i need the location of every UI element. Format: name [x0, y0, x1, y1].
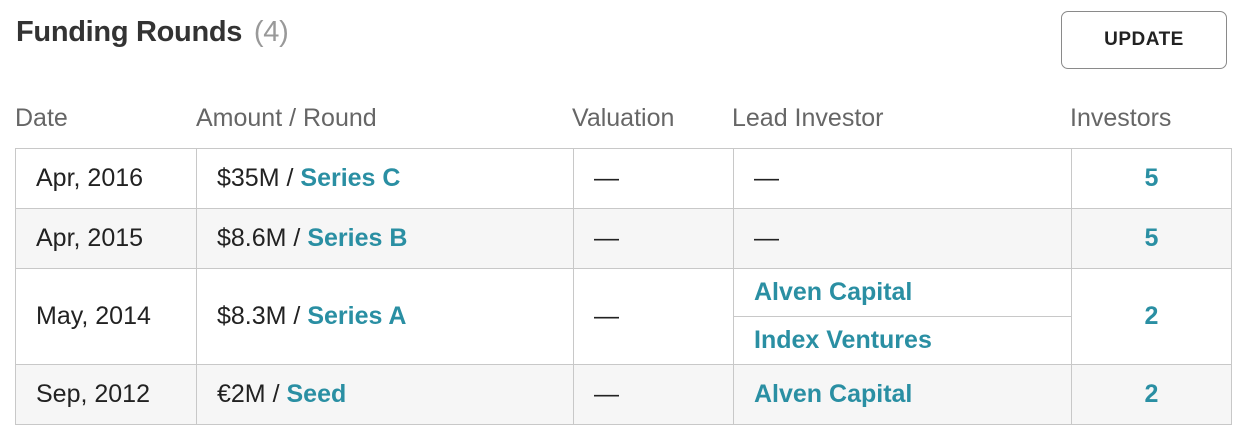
round-type-link[interactable]: Seed — [286, 380, 347, 408]
amount-round-cell: $8.6M / Series B — [196, 208, 574, 269]
date-cell: May, 2014 — [15, 268, 197, 365]
table-header: Date Amount / Round Valuation Lead Inves… — [0, 104, 1250, 138]
round-date: Apr, 2016 — [36, 164, 144, 192]
amount-round-cell: $8.3M / Series A — [196, 268, 574, 365]
round-date: May, 2014 — [36, 302, 151, 330]
table-row: May, 2014 $8.3M / Series A — Alven Capital I… — [15, 268, 1232, 365]
investors-count-link[interactable]: 2 — [1144, 380, 1159, 408]
table-row: Apr, 2016 $35M / Series C — — 5 — [15, 148, 1232, 209]
valuation-cell: — — [573, 268, 734, 365]
column-header-valuation: Valuation — [572, 104, 675, 132]
amount-round-cell: $35M / Series C — [196, 148, 574, 209]
lead-investor-link[interactable]: Alven Capital — [754, 380, 913, 408]
round-amount: $8.3M — [217, 302, 287, 330]
update-button[interactable]: UPDATE — [1061, 11, 1227, 69]
amount-round-separator: / — [279, 164, 301, 192]
date-cell: Apr, 2015 — [15, 208, 197, 269]
lead-investor-cell: — — [733, 208, 1072, 269]
investors-cell: 2 — [1071, 364, 1232, 425]
date-cell: Apr, 2016 — [15, 148, 197, 209]
valuation-cell: — — [573, 208, 734, 269]
investors-cell: 5 — [1071, 148, 1232, 209]
amount-round-separator: / — [265, 380, 287, 408]
lead-investor-link[interactable]: Alven Capital — [754, 278, 913, 306]
lead-investor-cell: Alven Capital — [733, 364, 1072, 425]
round-amount: $8.6M — [217, 224, 287, 252]
round-date: Sep, 2012 — [36, 380, 150, 408]
amount-round-separator: / — [286, 224, 308, 252]
column-header-investors: Investors — [1070, 104, 1172, 132]
round-type-link[interactable]: Series B — [307, 224, 408, 252]
round-valuation: — — [594, 224, 619, 252]
round-amount: $35M — [217, 164, 280, 192]
round-amount: €2M — [217, 380, 266, 408]
column-header-lead-investor: Lead Investor — [732, 104, 884, 132]
investors-count-link[interactable]: 5 — [1144, 224, 1159, 252]
round-valuation: — — [594, 164, 619, 192]
amount-round-separator: / — [286, 302, 308, 330]
lead-investor-link[interactable]: Index Ventures — [734, 316, 1071, 364]
round-valuation: — — [594, 302, 619, 330]
round-valuation: — — [594, 380, 619, 408]
round-type-link[interactable]: Series A — [307, 302, 407, 330]
round-type-link[interactable]: Series C — [300, 164, 401, 192]
round-date: Apr, 2015 — [36, 224, 144, 252]
lead-investor-empty: — — [754, 224, 779, 252]
valuation-cell: — — [573, 148, 734, 209]
lead-investor-empty: — — [754, 164, 779, 192]
lead-investor-cell: Alven Capital Index Ventures — [733, 268, 1072, 365]
table-row: Apr, 2015 $8.6M / Series B — — 5 — [15, 208, 1232, 269]
table-row: Sep, 2012 €2M / Seed — Alven Capital 2 — [15, 364, 1232, 425]
investors-cell: 5 — [1071, 208, 1232, 269]
investors-cell: 2 — [1071, 268, 1232, 365]
investors-count-link[interactable]: 5 — [1144, 164, 1159, 192]
section-title-text: Funding Rounds — [16, 16, 243, 48]
section-title: Funding Rounds (4) — [16, 16, 289, 49]
valuation-cell: — — [573, 364, 734, 425]
lead-investor-cell: — — [733, 148, 1072, 209]
funding-rounds-table: Apr, 2016 $35M / Series C — — 5 Apr, 2015 $8.6… — [15, 148, 1232, 425]
column-header-amount-round: Amount / Round — [196, 104, 377, 132]
amount-round-cell: €2M / Seed — [196, 364, 574, 425]
investors-count-link[interactable]: 2 — [1144, 302, 1159, 330]
date-cell: Sep, 2012 — [15, 364, 197, 425]
rounds-count: (4) — [253, 16, 289, 48]
column-header-date: Date — [15, 104, 68, 132]
